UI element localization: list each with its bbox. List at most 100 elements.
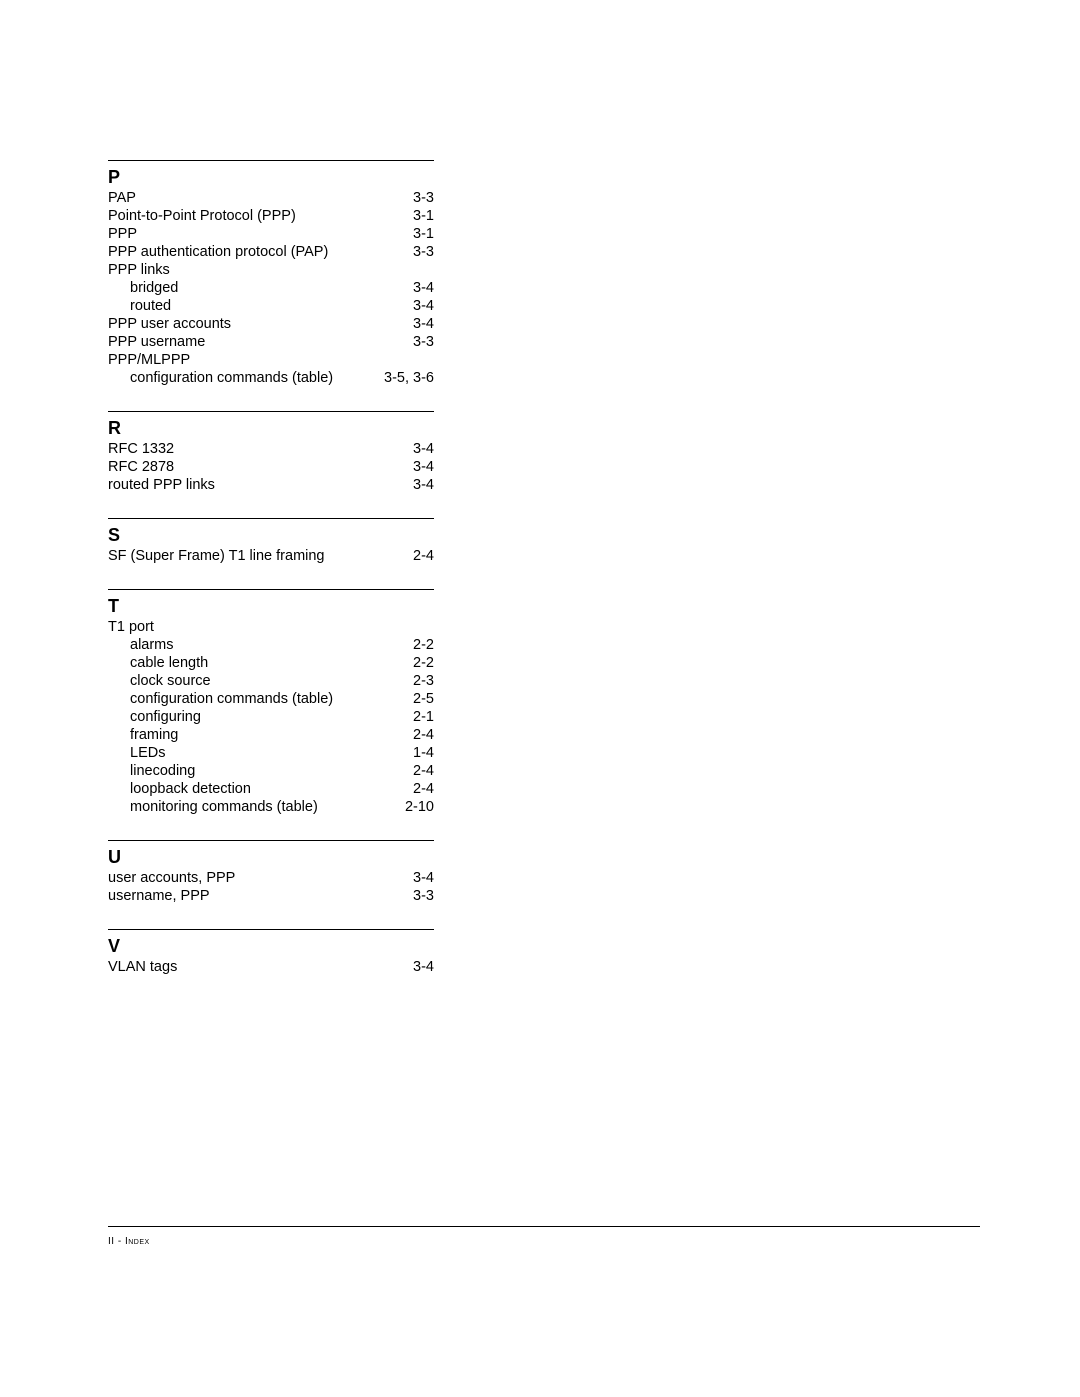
index-entry: PPP 3-1 xyxy=(108,225,434,243)
footer-rule xyxy=(108,1226,980,1227)
index-section: TT1 portalarms2-2cable length2-2clock so… xyxy=(108,589,434,816)
index-entry: user accounts, PPP3-4 xyxy=(108,869,434,887)
index-pages: 2-1 xyxy=(413,708,434,726)
index-term: PPP user accounts xyxy=(108,315,231,333)
index-term: VLAN tags xyxy=(108,958,177,976)
index-entry: monitoring commands (table) 2-10 xyxy=(108,798,434,816)
index-pages: 3-4 xyxy=(413,297,434,315)
index-pages: 2-5 xyxy=(413,690,434,708)
section-letter: R xyxy=(108,418,434,438)
index-entry: RFC 1332 3-4 xyxy=(108,440,434,458)
index-pages: 3-3 xyxy=(413,333,434,351)
index-term: PPP authentication protocol (PAP) xyxy=(108,243,328,261)
index-entry: PPP username 3-3 xyxy=(108,333,434,351)
index-term: configuration commands (table) xyxy=(108,369,333,387)
index-entry: PPP links xyxy=(108,261,434,279)
index-pages: 3-4 xyxy=(413,315,434,333)
index-term: configuring xyxy=(108,708,201,726)
index-entry: PAP 3-3 xyxy=(108,189,434,207)
index-term: user accounts, PPP xyxy=(108,869,235,887)
index-term: monitoring commands (table) xyxy=(108,798,318,816)
index-entry: loopback detection 2-4 xyxy=(108,780,434,798)
index-entry: T1 port xyxy=(108,618,434,636)
index-entry: Point-to-Point Protocol (PPP) 3-1 xyxy=(108,207,434,225)
index-entry: alarms 2-2 xyxy=(108,636,434,654)
index-entry: routed PPP links 3-4 xyxy=(108,476,434,494)
index-pages: 3-1 xyxy=(413,207,434,225)
index-pages: 3-4 xyxy=(413,958,434,976)
footer-text: II - Index xyxy=(108,1236,150,1247)
index-term: PPP/MLPPP xyxy=(108,351,190,369)
index-entry: LEDs 1-4 xyxy=(108,744,434,762)
footer-label: Index xyxy=(125,1236,150,1247)
index-term: LEDs xyxy=(108,744,165,762)
index-pages: 3-3 xyxy=(413,887,434,905)
index-term: SF (Super Frame) T1 line framing xyxy=(108,547,325,565)
index-pages: 2-4 xyxy=(413,780,434,798)
section-letter: T xyxy=(108,596,434,616)
index-pages: 3-4 xyxy=(413,440,434,458)
index-entry: configuring 2-1 xyxy=(108,708,434,726)
index-entry: RFC 2878 3-4 xyxy=(108,458,434,476)
index-pages: 3-4 xyxy=(413,279,434,297)
index-term: PPP username xyxy=(108,333,205,351)
index-entry: configuration commands (table) 3-5, 3-6 xyxy=(108,369,434,387)
index-section: PPAP3-3Point-to-Point Protocol (PPP)3-1P… xyxy=(108,160,434,387)
index-section: Uuser accounts, PPP3-4username, PPP 3-3 xyxy=(108,840,434,905)
index-pages: 3-4 xyxy=(413,476,434,494)
index-term: bridged xyxy=(108,279,178,297)
index-entry: linecoding 2-4 xyxy=(108,762,434,780)
index-term: clock source xyxy=(108,672,211,690)
index-term: alarms xyxy=(108,636,174,654)
index-section: R RFC 1332 3-4 RFC 2878 3-4 routed PPP links 3… xyxy=(108,411,434,494)
section-letter: S xyxy=(108,525,434,545)
index-entry: configuration commands (table) 2-5 xyxy=(108,690,434,708)
index-term: RFC 2878 xyxy=(108,458,174,476)
index-section: S SF (Super Frame) T1 line framing 2-4 xyxy=(108,518,434,565)
index-term: routed xyxy=(108,297,171,315)
index-pages: 2-2 xyxy=(413,654,434,672)
index-term: Point-to-Point Protocol (PPP) xyxy=(108,207,296,225)
index-term: cable length xyxy=(108,654,208,672)
index-pages: 1-4 xyxy=(413,744,434,762)
index-entry: routed 3-4 xyxy=(108,297,434,315)
index-pages: 3-5, 3-6 xyxy=(384,369,434,387)
index-term: PAP xyxy=(108,189,136,207)
index-section: V VLAN tags 3-4 xyxy=(108,929,434,976)
index-entry: cable length 2-2 xyxy=(108,654,434,672)
index-term: configuration commands (table) xyxy=(108,690,333,708)
index-term: T1 port xyxy=(108,618,154,636)
index-entry: PPP user accounts 3-4 xyxy=(108,315,434,333)
index-pages: 2-4 xyxy=(413,547,434,565)
index-column: PPAP3-3Point-to-Point Protocol (PPP)3-1P… xyxy=(108,160,434,976)
index-entry: clock source 2-3 xyxy=(108,672,434,690)
page: PPAP3-3Point-to-Point Protocol (PPP)3-1P… xyxy=(0,0,1080,1397)
index-term: RFC 1332 xyxy=(108,440,174,458)
section-letter: V xyxy=(108,936,434,956)
section-letter: P xyxy=(108,167,434,187)
index-entry: username, PPP 3-3 xyxy=(108,887,434,905)
index-term: PPP links xyxy=(108,261,170,279)
index-entry: VLAN tags 3-4 xyxy=(108,958,434,976)
index-term: loopback detection xyxy=(108,780,251,798)
index-pages: 2-10 xyxy=(405,798,434,816)
index-term: framing xyxy=(108,726,178,744)
section-letter: U xyxy=(108,847,434,867)
index-term: username, PPP xyxy=(108,887,210,905)
index-pages: 2-4 xyxy=(413,726,434,744)
index-entry: bridged 3-4 xyxy=(108,279,434,297)
index-term: PPP xyxy=(108,225,137,243)
index-pages: 3-3 xyxy=(413,189,434,207)
index-entry: PPP/MLPPP xyxy=(108,351,434,369)
index-pages: 2-2 xyxy=(413,636,434,654)
index-pages: 3-3 xyxy=(413,243,434,261)
index-entry: PPP authentication protocol (PAP) 3-3 xyxy=(108,243,434,261)
index-pages: 3-4 xyxy=(413,458,434,476)
footer-sep: - xyxy=(115,1236,125,1247)
index-entry: framing 2-4 xyxy=(108,726,434,744)
index-pages: 3-1 xyxy=(413,225,434,243)
index-term: routed PPP links xyxy=(108,476,215,494)
index-term: linecoding xyxy=(108,762,195,780)
index-pages: 2-4 xyxy=(413,762,434,780)
index-pages: 2-3 xyxy=(413,672,434,690)
